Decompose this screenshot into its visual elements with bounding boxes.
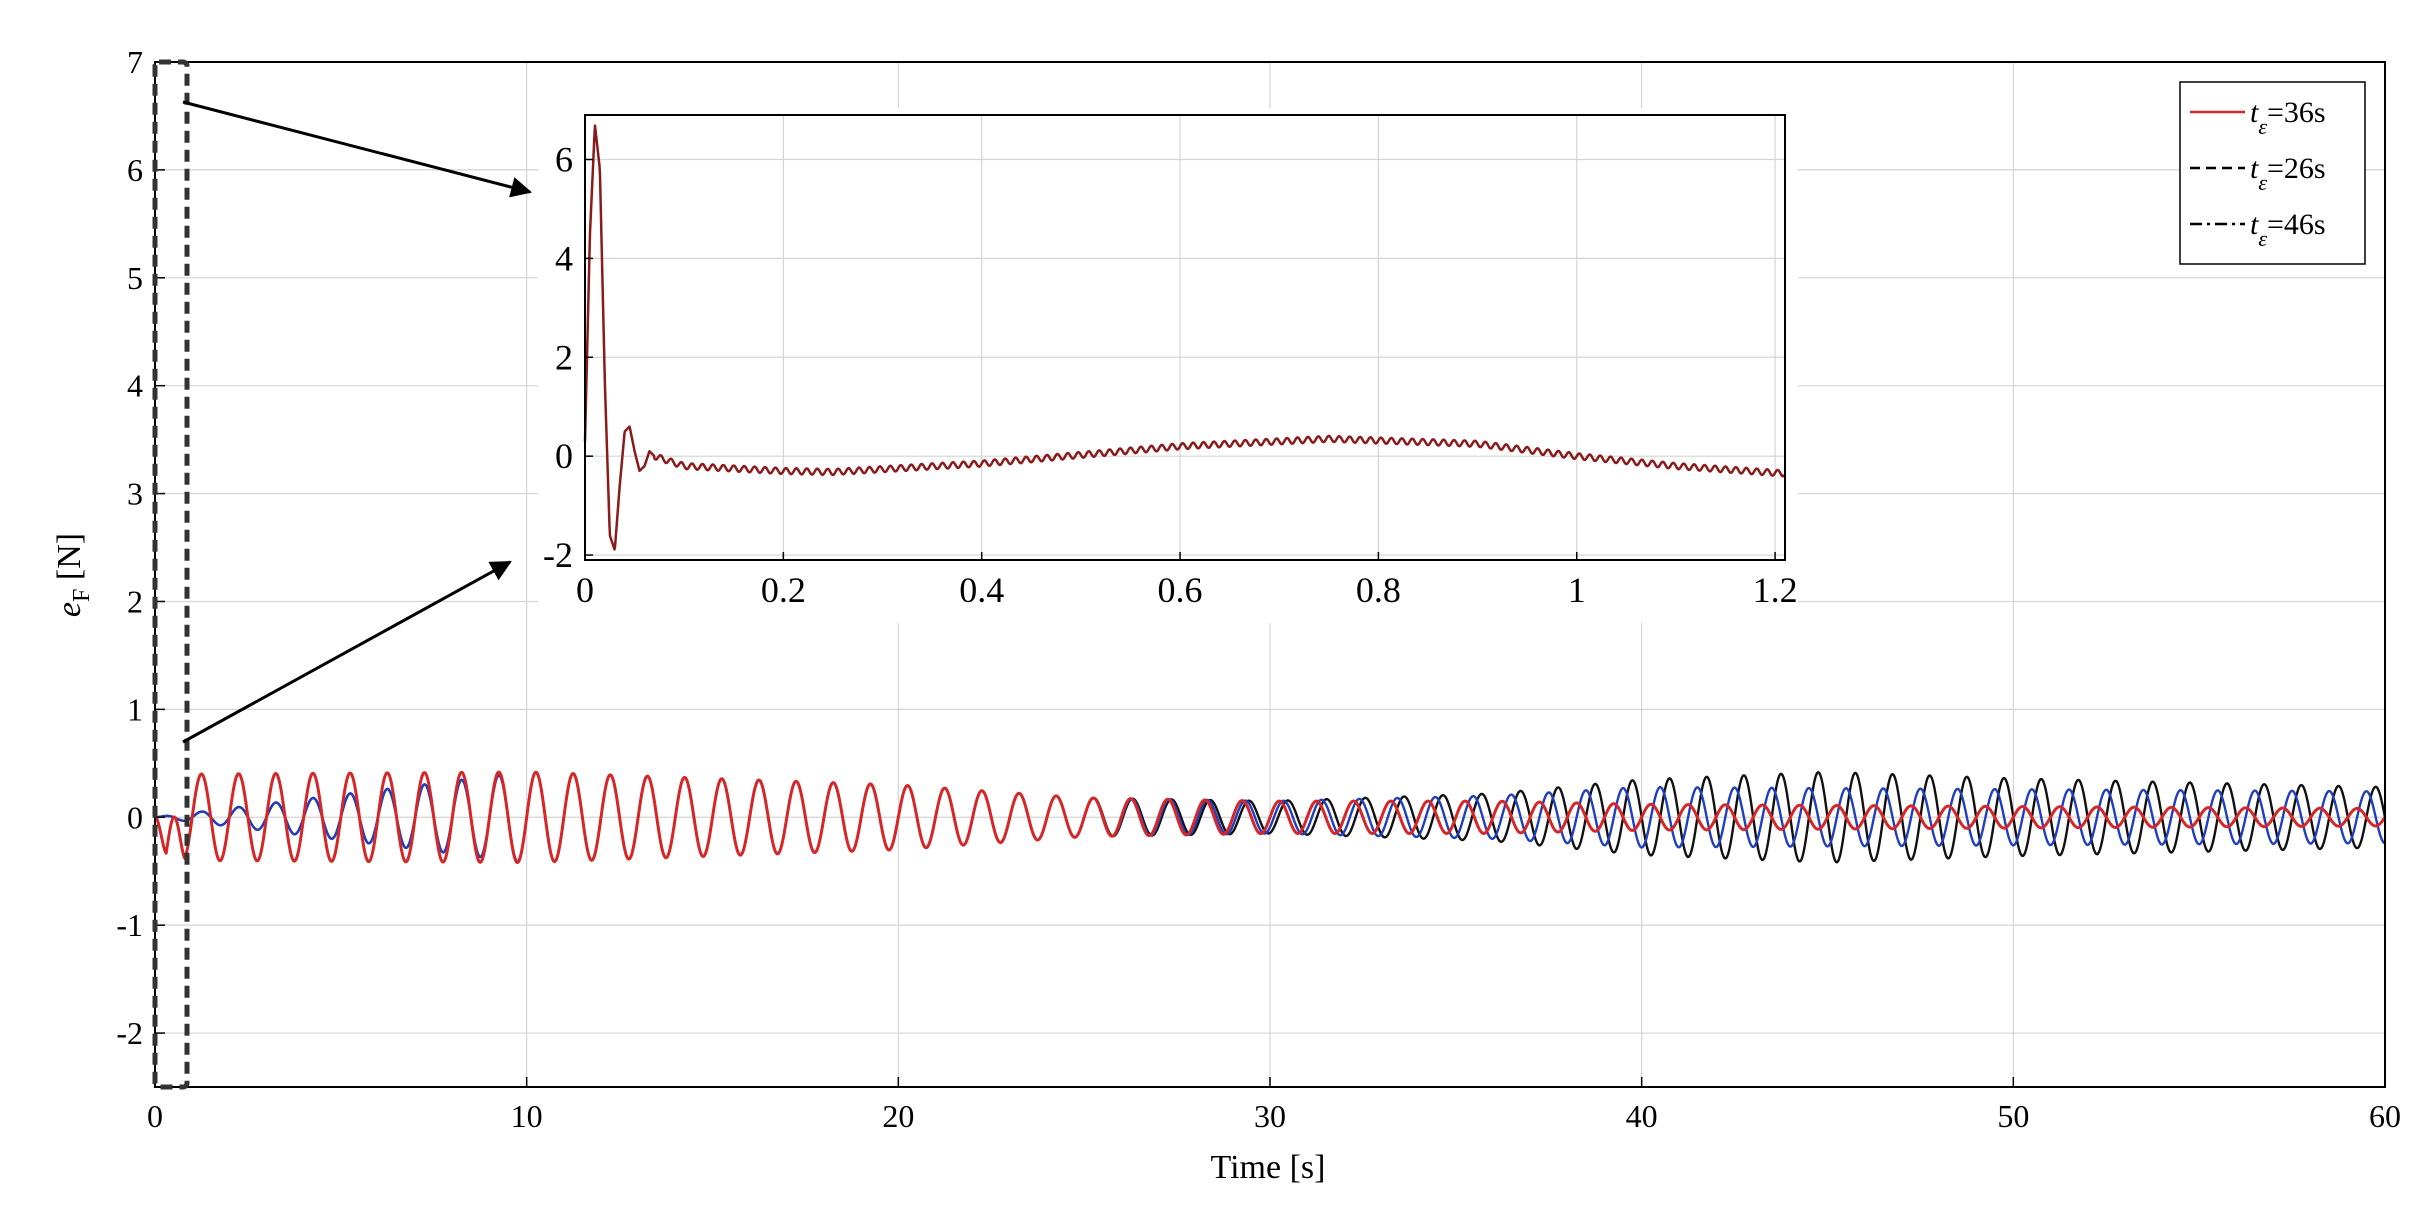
main-y-tick-label: -2 — [116, 1015, 143, 1051]
legend-label-subscript: ε — [2258, 114, 2267, 139]
inset-x-tick-label: 0.2 — [761, 570, 806, 610]
inset-x-tick-label: 1.2 — [1753, 570, 1798, 610]
legend-label-symbol: t — [2250, 152, 2259, 185]
y-axis-label-subscript: F — [69, 589, 95, 602]
main-y-tick-label: 7 — [127, 44, 143, 80]
legend-label-symbol: t — [2250, 96, 2259, 129]
inset-grid — [584, 115, 1785, 560]
inset-y-tick-label: 2 — [555, 337, 573, 377]
legend-entry: tε=26s — [2190, 152, 2326, 195]
main-y-tick-label: 5 — [127, 260, 143, 296]
inset-x-tick-label: 0.8 — [1356, 570, 1401, 610]
inset-background — [538, 108, 1798, 623]
y-axis-label: eF [N] — [51, 533, 95, 617]
main-x-tick-label: 30 — [1254, 1098, 1286, 1134]
inset-y-tick-label: -2 — [543, 535, 573, 575]
main-x-tick-label: 40 — [1626, 1098, 1658, 1134]
zoom-region-box — [152, 59, 190, 1090]
inset-axes-frame — [584, 114, 1786, 561]
main-x-tick-label: 0 — [147, 1098, 163, 1134]
inset-series-line — [583, 124, 1787, 551]
legend-entry: tε=36s — [2190, 96, 2326, 139]
main-y-tick-label: 3 — [127, 476, 143, 512]
legend-label-subscript: ε — [2258, 226, 2267, 251]
inset-series — [583, 124, 1787, 551]
inset-y-tick-label: 6 — [555, 140, 573, 180]
inset-x-ticks: 0 0.2 0.4 0.6 0.8 1 1.2 — [576, 552, 1798, 610]
inset-x-tick-label: 1 — [1568, 570, 1586, 610]
legend-label-symbol: t — [2250, 208, 2259, 241]
inset-y-tick-label: 4 — [555, 238, 573, 278]
legend-label-value: =46s — [2267, 208, 2326, 241]
main-x-tick-label: 10 — [511, 1098, 543, 1134]
legend-label: tε=26s — [2250, 152, 2326, 195]
main-y-tick-label: 4 — [127, 368, 143, 404]
y-axis-label-symbol: e — [51, 602, 88, 617]
main-y-tick-label: 6 — [127, 152, 143, 188]
legend-entry: tε=46s — [2190, 208, 2326, 251]
main-series-line — [153, 770, 2387, 865]
zoom-arrow-bottom — [182, 560, 512, 744]
main-y-tick-label: 2 — [127, 583, 143, 619]
legend-label-value: =36s — [2267, 96, 2326, 129]
inset-x-tick-label: 0.6 — [1158, 570, 1203, 610]
main-x-ticks: 0 10 20 30 40 50 60 — [147, 1077, 2401, 1134]
inset-y-tick-label: 0 — [555, 436, 573, 476]
legend-label-subscript: ε — [2258, 170, 2267, 195]
x-axis-label: Time [s] — [1211, 1149, 1326, 1186]
main-y-tick-label: -1 — [116, 907, 143, 943]
inset-x-tick-label: 0.4 — [959, 570, 1004, 610]
main-y-tick-label: 0 — [127, 799, 143, 835]
main-x-tick-label: 50 — [1997, 1098, 2029, 1134]
zoom-arrow-top — [182, 100, 533, 198]
main-x-tick-label: 60 — [2369, 1098, 2401, 1134]
svg-text:eF [N]: eF [N] — [51, 533, 95, 617]
inset-x-tick-label: 0 — [576, 570, 594, 610]
legend-label: tε=36s — [2250, 96, 2326, 139]
main-y-ticks: -2 -1 0 1 2 3 4 5 6 7 — [116, 44, 165, 1051]
legend-label-value: =26s — [2267, 152, 2326, 185]
y-axis-label-unit: [N] — [51, 533, 88, 580]
main-x-tick-label: 20 — [882, 1098, 914, 1134]
inset-y-ticks: -2 0 2 4 6 — [543, 140, 593, 575]
main-series — [153, 770, 2387, 865]
main-y-tick-label: 1 — [127, 691, 143, 727]
legend-label: tε=46s — [2250, 208, 2326, 251]
